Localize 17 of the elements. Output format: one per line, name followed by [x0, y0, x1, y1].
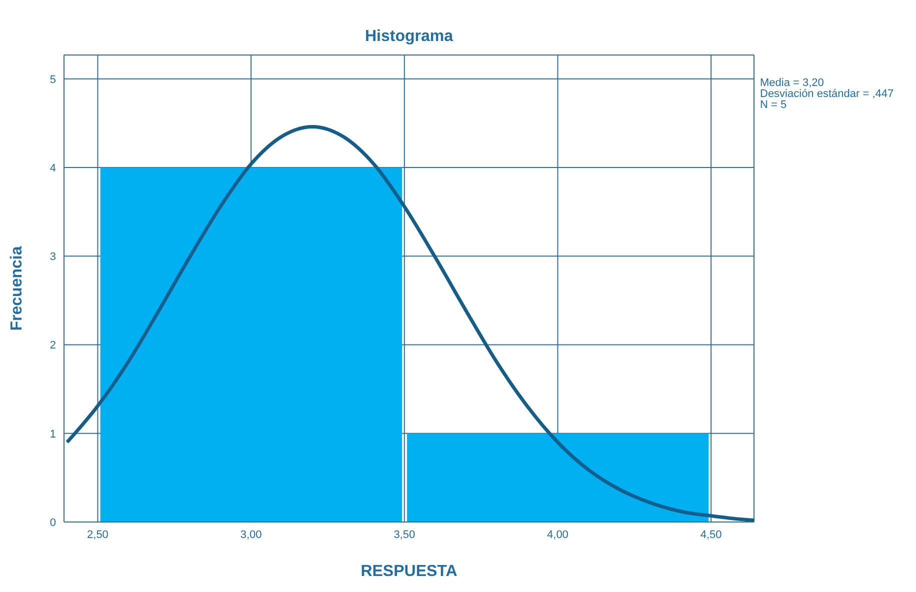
x-tick-label: 4,50 [700, 528, 722, 541]
y-tick-label: 4 [50, 162, 56, 174]
text: Desviación estándar = ,447 [760, 88, 894, 100]
chart-title: Histograma [364, 28, 454, 46]
y-tick-label: 1 [50, 428, 56, 440]
y-tick-label: 0 [50, 516, 56, 529]
x-tick-label: 3,50 [394, 528, 416, 541]
text: N = 5 [760, 99, 788, 111]
y-tick-label: 2 [50, 340, 56, 352]
x-axis-title: RESPUESTA [360, 563, 458, 580]
x-tick-label: 4,00 [547, 528, 568, 541]
y-tick-label: 5 [50, 74, 56, 86]
text: Media = 3,20 [760, 77, 824, 89]
y-axis-title: Frecuencia [8, 246, 26, 331]
x-tick-label: 2,50 [87, 528, 108, 541]
x-tick-label: 3,00 [240, 528, 262, 541]
y-tick-label: 3 [50, 251, 56, 264]
